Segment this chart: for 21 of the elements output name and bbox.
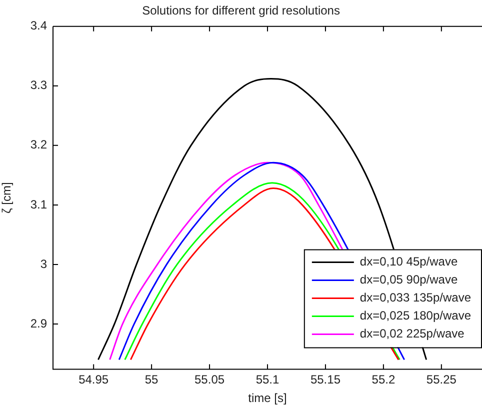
y-tick-label: 3.3 bbox=[30, 78, 48, 92]
legend-label: dx=0,025 180p/wave bbox=[360, 308, 472, 323]
legend-label: dx=0,033 135p/wave bbox=[360, 290, 472, 305]
x-tick-label: 55 bbox=[144, 372, 159, 387]
x-tick-label: 55.05 bbox=[194, 372, 225, 387]
y-tick-label: 3.2 bbox=[30, 138, 48, 152]
x-axis-title: time [s] bbox=[248, 391, 287, 406]
legend-label: dx=0,02 225p/wave bbox=[360, 326, 465, 341]
legend-label: dx=0,10 45p/wave bbox=[360, 254, 458, 269]
x-tick-label: 55.15 bbox=[310, 372, 341, 387]
y-tick-label: 3.4 bbox=[30, 18, 48, 33]
y-tick-label: 3.1 bbox=[30, 197, 48, 212]
x-tick-label: 55.25 bbox=[426, 372, 457, 387]
y-tick-label: 3 bbox=[40, 256, 48, 271]
legend-label: dx=0,05 90p/wave bbox=[360, 272, 458, 287]
y-tick-label: 2.9 bbox=[30, 316, 48, 330]
y-axis-title: ζ [cm] bbox=[0, 182, 14, 214]
chart-title: Solutions for different grid resolutions bbox=[142, 4, 340, 18]
x-tick-label: 54.95 bbox=[78, 372, 109, 387]
x-tick-label: 55.1 bbox=[256, 372, 280, 387]
x-tick-label: 55.2 bbox=[372, 372, 396, 387]
